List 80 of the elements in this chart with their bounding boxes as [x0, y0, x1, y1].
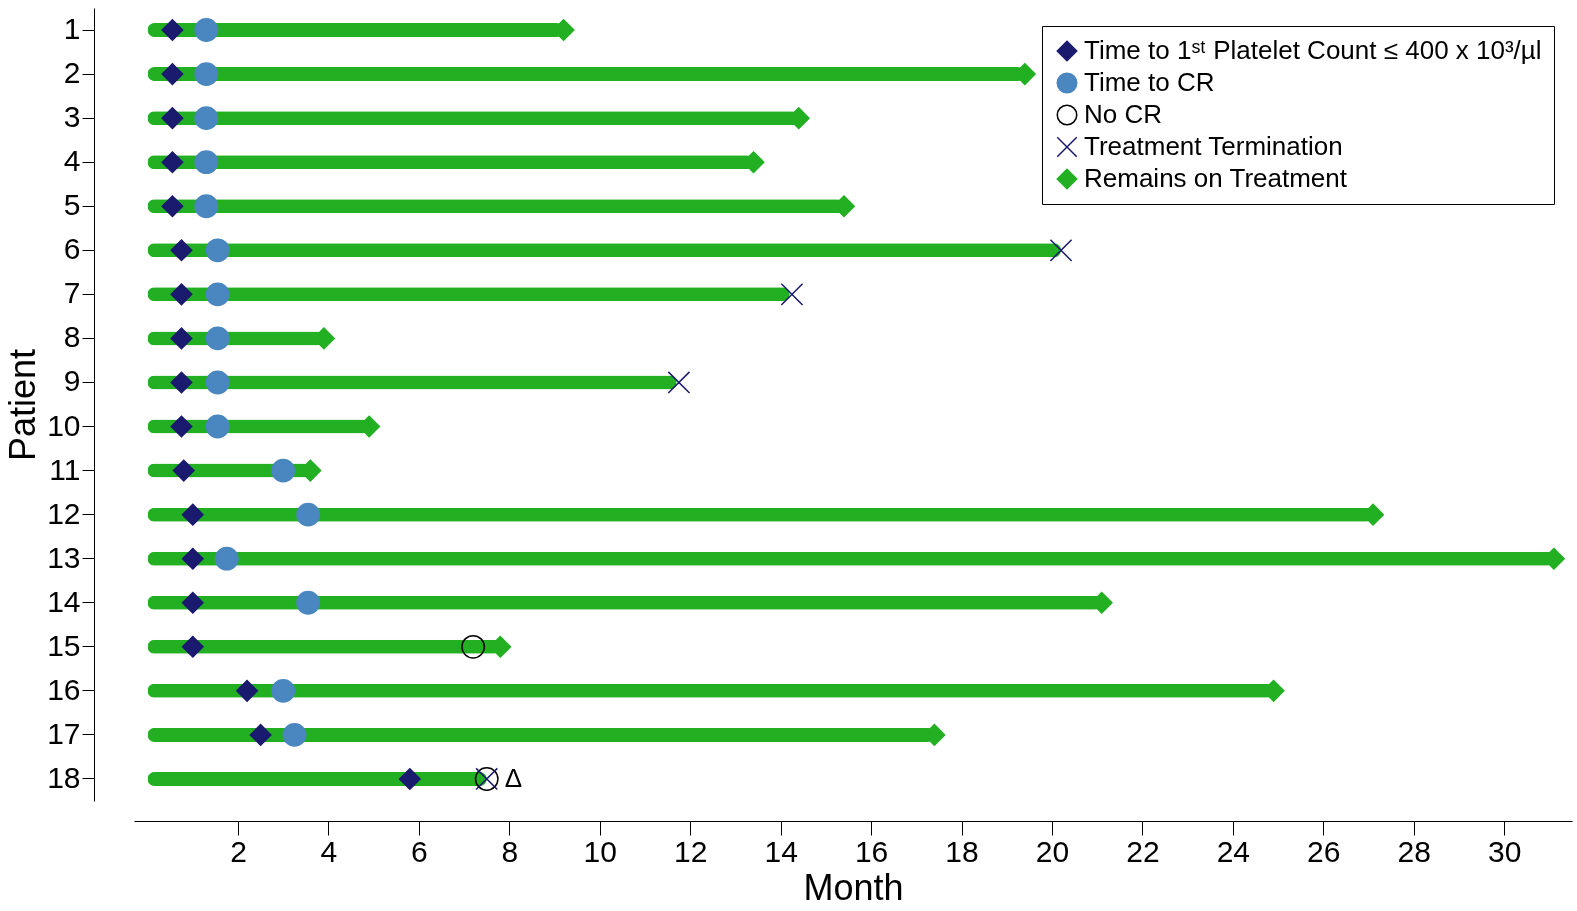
y-tick-label: 8	[63, 320, 81, 354]
x-tick-label: 14	[764, 834, 798, 868]
y-tick-label: 14	[47, 584, 81, 618]
y-tick-label: 17	[47, 716, 81, 750]
point	[181, 635, 204, 658]
x-tick-label: 22	[1126, 834, 1160, 868]
y-tick-label: 18	[47, 760, 81, 794]
y-axis-title: Patient	[2, 348, 44, 462]
y-tick-label: 2	[63, 56, 81, 90]
x-tick-label: 4	[320, 834, 338, 868]
x-tick-label: 10	[583, 834, 617, 868]
y-tick-label: 13	[47, 540, 81, 574]
y-tick-label: 5	[63, 188, 81, 222]
point	[296, 590, 321, 615]
point	[181, 503, 204, 526]
point	[161, 19, 184, 42]
point	[667, 371, 691, 394]
x-tick-label: 24	[1216, 834, 1251, 868]
x-tick-label: 6	[411, 834, 428, 868]
point	[170, 415, 193, 438]
y-tick-label: 10	[47, 408, 81, 442]
x-tick-label: 12	[674, 834, 708, 868]
point	[236, 679, 259, 702]
annotation: Δ	[504, 762, 523, 793]
point	[249, 723, 272, 746]
legend-label: No CR	[1084, 99, 1163, 129]
point	[161, 195, 184, 218]
legend-label: Treatment Termination	[1084, 131, 1343, 161]
x-tick-label: 8	[501, 834, 519, 868]
point	[205, 414, 230, 439]
point	[170, 327, 193, 350]
legend-label: Time to CR	[1084, 67, 1215, 97]
y-tick-label: 3	[63, 100, 81, 134]
point	[461, 634, 486, 659]
x-axis-title: Month	[803, 866, 904, 908]
x-tick-label: 28	[1397, 834, 1431, 868]
point	[282, 723, 307, 747]
y-tick-label: 6	[63, 232, 81, 266]
point	[170, 283, 193, 306]
legend-label: Time to 1ˢᵗ Platelet Count ≤ 400 x 10³/µl	[1084, 35, 1542, 65]
point	[205, 282, 230, 307]
point	[161, 151, 184, 174]
x-tick-label: 18	[945, 834, 979, 868]
point	[214, 546, 239, 571]
y-tick-label: 15	[47, 628, 81, 662]
bar	[147, 771, 487, 786]
y-tick-label: 7	[63, 276, 81, 310]
point	[205, 370, 230, 395]
x-tick-label: 16	[854, 834, 889, 868]
legend-label: Remains on Treatment	[1084, 163, 1348, 193]
point	[296, 502, 321, 527]
x-tick-label: 20	[1035, 834, 1070, 868]
point	[205, 326, 230, 351]
y-tick-label: 11	[49, 452, 81, 486]
y-tick-label: 9	[63, 364, 81, 398]
point	[271, 678, 296, 703]
point	[161, 107, 184, 130]
point	[170, 371, 193, 394]
point	[194, 150, 219, 175]
point	[170, 239, 193, 262]
y-tick-label: 12	[47, 496, 81, 530]
y-tick-label: 4	[63, 144, 81, 178]
y-tick-label: 1	[63, 12, 81, 46]
point	[205, 238, 230, 263]
point	[181, 547, 204, 570]
point	[172, 459, 195, 482]
point	[194, 194, 219, 219]
point	[194, 18, 219, 42]
point	[1049, 238, 1073, 262]
x-tick-label: 2	[230, 834, 247, 868]
point	[194, 62, 219, 86]
point	[398, 767, 421, 790]
point	[271, 458, 296, 483]
point	[780, 283, 804, 306]
x-tick-label: 30	[1487, 834, 1522, 868]
x-tick-label: 26	[1307, 834, 1341, 868]
point	[181, 591, 204, 614]
point	[161, 63, 184, 86]
point	[194, 106, 219, 131]
y-tick-label: 16	[47, 672, 81, 706]
